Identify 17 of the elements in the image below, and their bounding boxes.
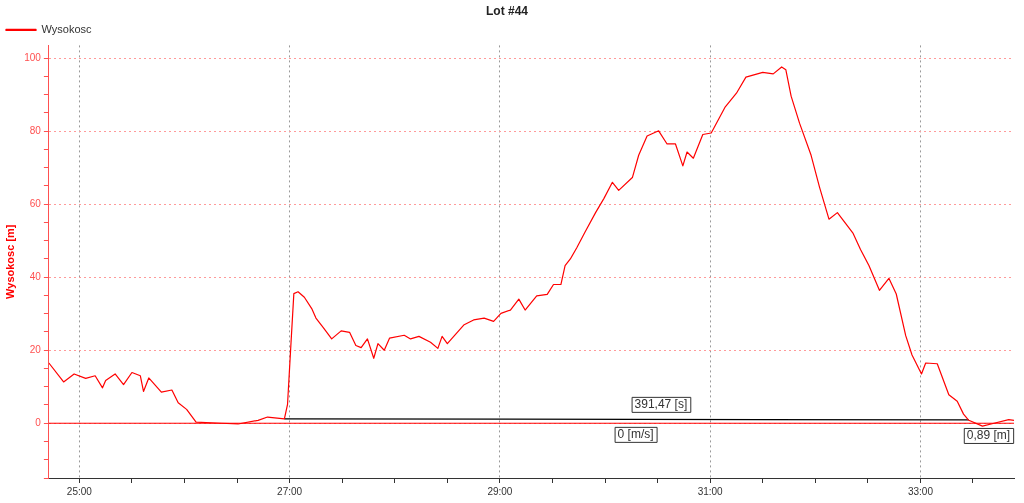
chart-title: Lot #44 xyxy=(485,3,529,18)
legend-label: Wysokosc xyxy=(41,22,93,35)
x-tick-label: 25:00 xyxy=(66,485,93,497)
annotation: 391,47 [s] xyxy=(634,397,688,412)
y-tick-label: 80 xyxy=(29,124,42,136)
y-tick-label: 60 xyxy=(29,197,42,209)
y-tick-label: 0 xyxy=(35,416,42,428)
y-tick-label: 20 xyxy=(29,343,42,355)
x-tick-label: 31:00 xyxy=(697,485,724,497)
annotation: 0,89 [m] xyxy=(966,428,1011,443)
y-axis-title: Wysokosc [m] xyxy=(3,224,16,299)
y-tick-label: 100 xyxy=(24,51,42,63)
x-tick-label: 33:00 xyxy=(907,485,934,497)
x-tick-label: 29:00 xyxy=(487,485,513,497)
x-tick-label: 27:00 xyxy=(277,485,303,497)
y-tick-label: 40 xyxy=(29,270,42,282)
annotation: 0 [m/s] xyxy=(617,427,654,442)
